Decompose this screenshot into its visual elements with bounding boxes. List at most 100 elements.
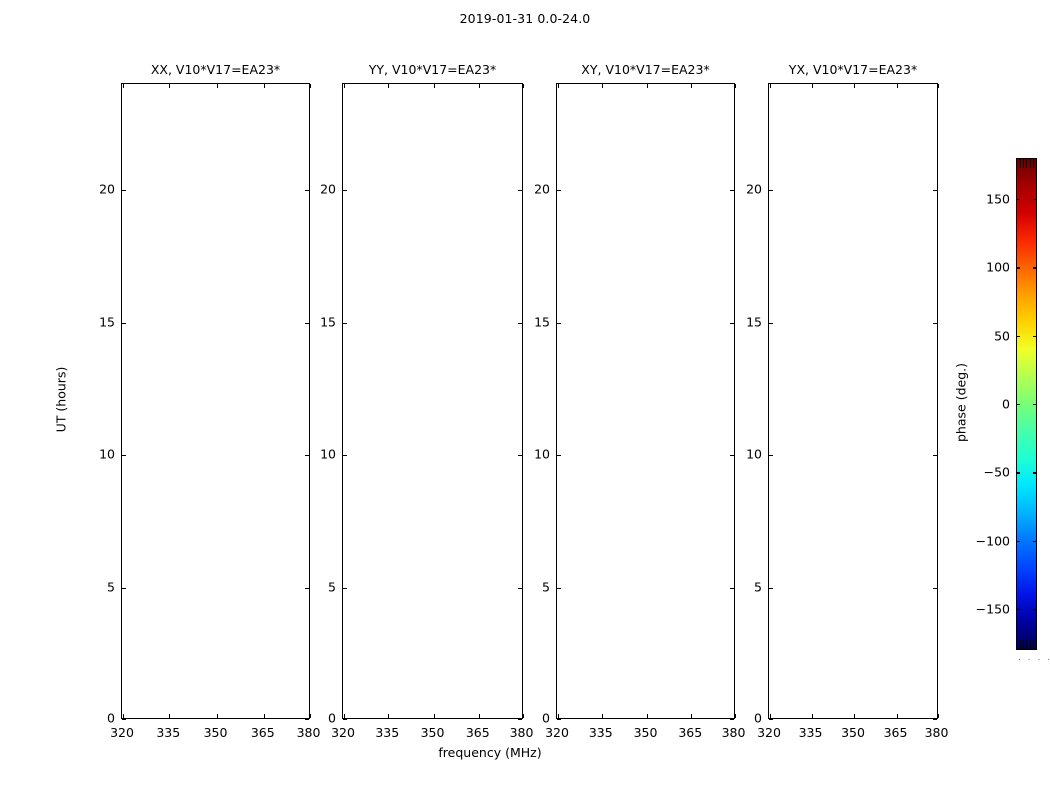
x-tick-mark (691, 84, 693, 88)
x-tick-mark (558, 714, 560, 718)
colorbar-tick-mark (1033, 335, 1037, 337)
colorbar-end-hash (1019, 159, 1021, 168)
y-tick-label: 20 (99, 181, 115, 197)
x-tick-label: 365 (883, 725, 908, 740)
y-tick-mark (730, 190, 734, 192)
y-tick-mark (122, 587, 126, 589)
colorbar-tick-mark (1016, 609, 1020, 611)
x-tick-mark (691, 714, 693, 718)
y-tick-label: 5 (754, 579, 762, 594)
x-tick-label: 380 (509, 725, 534, 740)
y-tick-mark (730, 587, 734, 589)
x-tick-mark (216, 84, 218, 88)
x-tick-mark (770, 84, 772, 88)
x-tick-mark (478, 714, 480, 718)
panel-title-yy: YY, V10*V17=EA23* (368, 62, 497, 77)
y-tick-mark (343, 587, 347, 589)
x-tick-mark (388, 714, 390, 718)
colorbar-tick-mark (1033, 540, 1037, 542)
y-tick-label: 15 (534, 314, 550, 329)
y-tick-mark (769, 587, 773, 589)
y-tick-label: 10 (99, 446, 115, 462)
y-tick-label: 0 (107, 710, 115, 725)
y-tick-mark (730, 718, 734, 720)
plot-panel-xx[interactable]: XX, V10*V17=EA23* (121, 62, 311, 720)
y-tick-mark (557, 718, 561, 720)
colorbar-tick-mark (1033, 404, 1037, 406)
y-tick-mark (122, 455, 126, 457)
x-tick-mark (344, 84, 346, 88)
y-tick-mark (518, 718, 522, 720)
colorbar-end-hash (1022, 640, 1024, 649)
x-tick-label: 380 (296, 725, 321, 740)
y-tick-mark (343, 322, 347, 324)
y-tick-mark (518, 322, 522, 324)
panel-title-yx: YX, V10*V17=EA23* (788, 62, 918, 77)
plot-panel-yy[interactable]: YY, V10*V17=EA23* (342, 62, 524, 720)
x-tick-mark (770, 714, 772, 718)
x-tick-mark (263, 714, 265, 718)
colorbar (1016, 158, 1037, 650)
y-tick-mark (769, 455, 773, 457)
x-tick-label: 320 (757, 725, 781, 740)
y-tick-mark (933, 190, 937, 192)
y-axis-label: UT (hours) (53, 366, 69, 433)
y-tick-label: 10 (534, 446, 550, 462)
y-tick-label: 20 (746, 181, 762, 197)
x-tick-mark (522, 714, 524, 718)
y-tick-label: 0 (542, 710, 550, 725)
colorbar-end-hash (1029, 640, 1031, 649)
y-tick-mark (769, 322, 773, 324)
x-tick-label: 320 (545, 725, 569, 740)
x-tick-mark (433, 714, 435, 718)
y-tick-mark (933, 322, 937, 324)
colorbar-end-hash (1033, 640, 1035, 649)
panel-title-xx: XX, V10*V17=EA23* (150, 62, 281, 77)
colorbar-axis-label: phase (deg.) (953, 363, 969, 442)
x-tick-label: 320 (331, 725, 355, 740)
y-tick-mark (122, 190, 126, 192)
x-tick-mark (558, 84, 560, 88)
colorbar-tick-label: 100 (986, 259, 1010, 275)
y-tick-mark (305, 322, 309, 324)
x-tick-label: 335 (375, 725, 400, 740)
y-tick-label: 15 (746, 314, 762, 329)
x-tick-mark (896, 714, 898, 718)
y-tick-mark (343, 718, 347, 720)
x-tick-mark (263, 84, 265, 88)
colorbar-minor-marks: . . . . . (1018, 653, 1050, 663)
y-tick-label: 5 (542, 579, 550, 594)
y-tick-mark (122, 322, 126, 324)
x-axis-label: frequency (MHz) (438, 745, 542, 760)
y-tick-mark (557, 587, 561, 589)
y-tick-label: 15 (99, 314, 115, 329)
y-tick-label: 15 (320, 314, 336, 329)
x-tick-label: 365 (678, 725, 703, 740)
y-tick-label: 20 (320, 181, 336, 197)
y-tick-label: 5 (107, 579, 115, 594)
plot-panel-yx[interactable]: YX, V10*V17=EA23* (768, 62, 939, 720)
colorbar-tick-mark (1033, 609, 1037, 611)
panel-title-xy: XY, V10*V17=EA23* (581, 62, 710, 77)
x-tick-mark (309, 84, 311, 88)
y-tick-mark (557, 322, 561, 324)
x-tick-mark (216, 714, 218, 718)
figure-suptitle: 2019-01-31 0.0-24.0 (459, 11, 591, 26)
plot-panel-xy[interactable]: XY, V10*V17=EA23* (556, 62, 736, 720)
colorbar-end-hash (1026, 640, 1028, 649)
y-tick-mark (305, 455, 309, 457)
y-tick-mark (769, 718, 773, 720)
x-tick-label: 380 (721, 725, 746, 740)
colorbar-tick-label: −150 (975, 601, 1010, 617)
colorbar-tick-label: −100 (975, 533, 1010, 549)
colorbar-end-hash (1022, 159, 1024, 168)
colorbar-tick-mark (1016, 404, 1020, 406)
y-tick-label: 20 (534, 181, 550, 197)
y-tick-label: 0 (754, 710, 762, 725)
y-tick-mark (122, 718, 126, 720)
colorbar-tick-mark (1016, 267, 1020, 269)
x-tick-mark (123, 714, 125, 718)
y-tick-label: 5 (328, 579, 336, 594)
y-tick-mark (305, 718, 309, 720)
